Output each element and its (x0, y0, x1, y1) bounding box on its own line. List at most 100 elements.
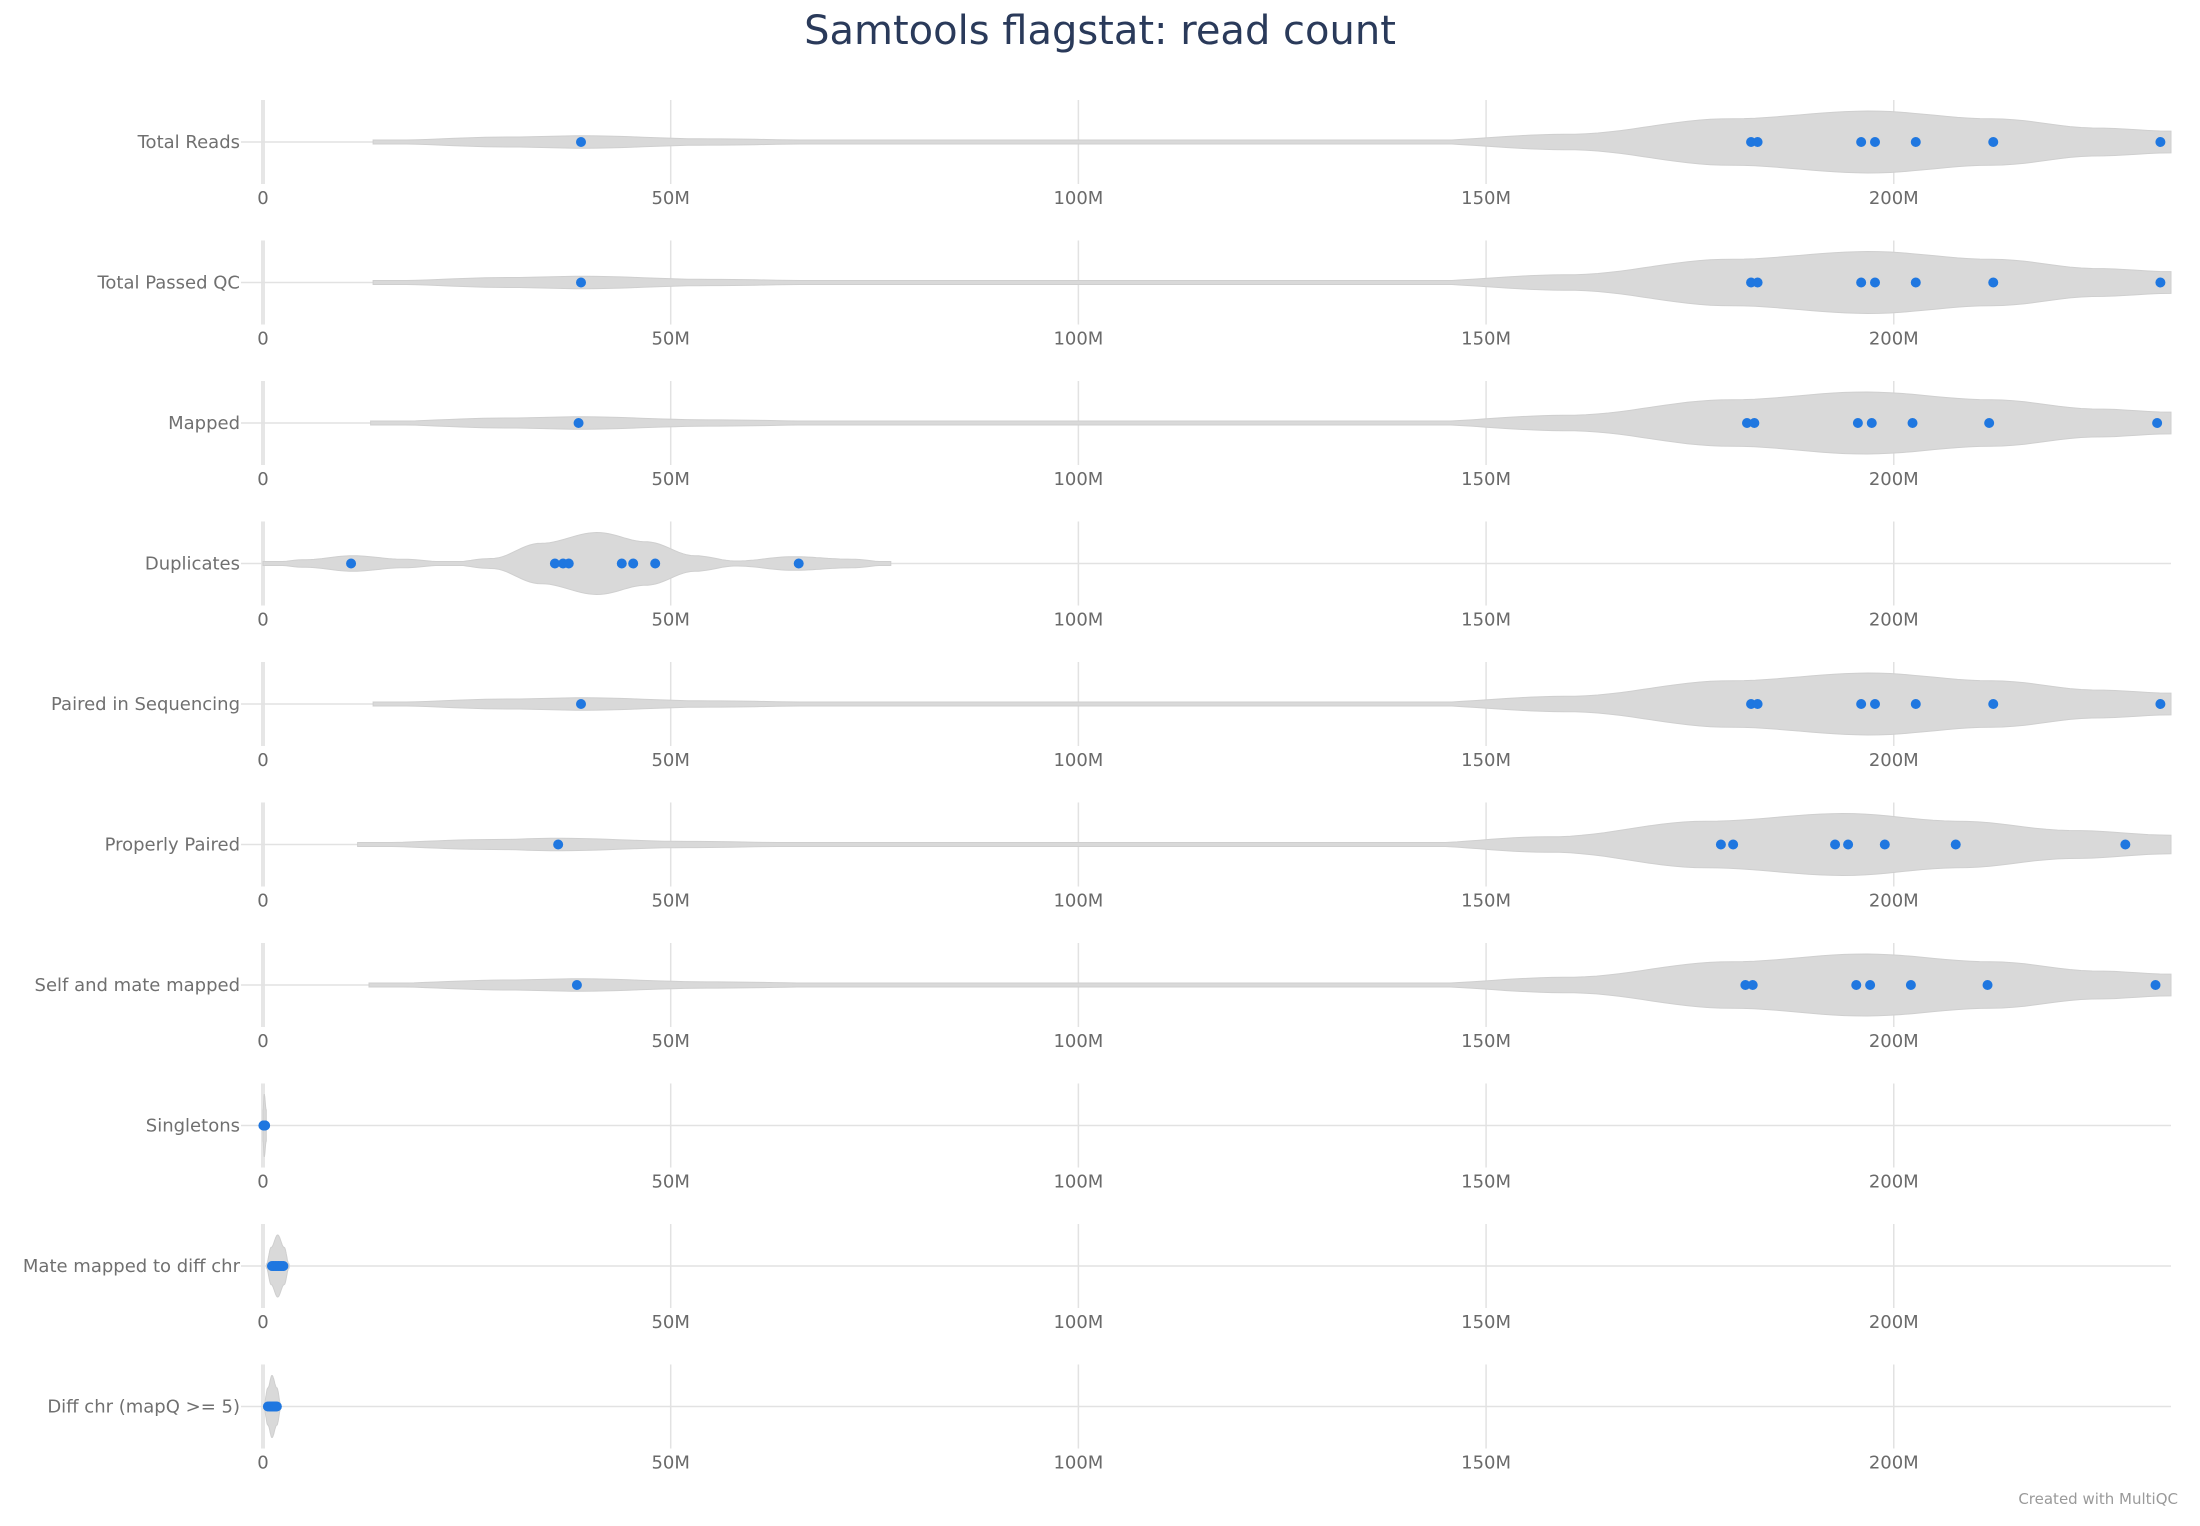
data-point (1865, 980, 1876, 990)
tick-label: 0 (257, 750, 268, 771)
category-label: Mate mapped to diff chr (23, 1256, 241, 1277)
tick-label: 200M (1869, 329, 1919, 350)
tick-label: 150M (1461, 329, 1511, 350)
tick-label: 50M (651, 750, 689, 771)
data-point (1843, 839, 1854, 850)
data-point (1879, 839, 1890, 850)
category-label: Duplicates (145, 554, 240, 575)
data-point (1870, 699, 1881, 709)
tick-label: 200M (1869, 1453, 1919, 1474)
tick-label: 150M (1461, 188, 1511, 209)
data-point (1866, 418, 1877, 428)
tick-label: 100M (1053, 610, 1103, 631)
tick-label: 150M (1461, 610, 1511, 631)
data-point (1742, 418, 1752, 428)
tick-label: 50M (651, 188, 689, 209)
category-label: Diff chr (mapQ >= 5) (47, 1397, 240, 1418)
data-point (1752, 137, 1763, 147)
data-point (2155, 277, 2166, 288)
tick-label: 50M (651, 1031, 689, 1052)
tick-label: 0 (257, 329, 268, 350)
multiqc-credit[interactable]: Created with MultiQC (2018, 1490, 2178, 1508)
tick-label: 0 (257, 610, 268, 631)
data-point (1870, 277, 1881, 288)
data-point (1907, 418, 1918, 428)
data-point (1856, 277, 1867, 288)
violin-shape (372, 110, 2172, 174)
tick-label: 100M (1053, 188, 1103, 209)
category-label: Mapped (168, 413, 240, 434)
tick-label: 200M (1869, 188, 1919, 209)
violin-shape (262, 531, 892, 596)
data-point (576, 137, 586, 147)
data-point (1752, 699, 1763, 709)
tick-label: 150M (1461, 891, 1511, 912)
tick-label: 0 (257, 891, 268, 912)
data-point (1752, 277, 1763, 288)
tick-label: 200M (1869, 610, 1919, 631)
data-point (1740, 980, 1751, 990)
data-point (1856, 137, 1867, 147)
data-point (1747, 980, 1758, 990)
data-point (1988, 137, 1999, 147)
tick-label: 100M (1053, 891, 1103, 912)
data-point (616, 558, 627, 569)
violin-shape (368, 953, 2172, 1017)
data-point (346, 558, 357, 569)
tick-label: 50M (651, 1312, 689, 1333)
tick-label: 0 (257, 469, 268, 490)
data-point (1910, 137, 1921, 147)
tick-label: 200M (1869, 1031, 1919, 1052)
data-point (1984, 418, 1995, 428)
tick-label: 100M (1053, 1031, 1103, 1052)
data-point (576, 277, 586, 288)
tick-label: 150M (1461, 1031, 1511, 1052)
tick-label: 200M (1869, 891, 1919, 912)
data-point (2155, 699, 2166, 709)
data-point (278, 1261, 289, 1271)
tick-label: 200M (1869, 750, 1919, 771)
data-point (1988, 699, 1999, 709)
data-point (2120, 839, 2131, 850)
category-label: Total Reads (137, 132, 240, 153)
tick-label: 50M (651, 1172, 689, 1193)
tick-label: 150M (1461, 1453, 1511, 1474)
data-point (576, 699, 586, 709)
tick-label: 100M (1053, 1453, 1103, 1474)
violin-shape (357, 812, 2172, 877)
category-label: Properly Paired (105, 835, 240, 856)
tick-label: 150M (1461, 469, 1511, 490)
data-point (1852, 418, 1863, 428)
category-label: Singletons (146, 1116, 240, 1137)
data-point (1982, 980, 1993, 990)
data-point (1950, 839, 1961, 850)
tick-label: 150M (1461, 750, 1511, 771)
data-point (553, 839, 564, 850)
tick-label: 150M (1461, 1312, 1511, 1333)
data-point (628, 558, 639, 569)
tick-label: 100M (1053, 1312, 1103, 1333)
violin-shape (372, 250, 2172, 315)
tick-label: 100M (1053, 329, 1103, 350)
data-point (549, 558, 560, 569)
tick-label: 150M (1461, 1172, 1511, 1193)
tick-label: 200M (1869, 1312, 1919, 1333)
category-label: Total Passed QC (96, 273, 240, 294)
data-point (2155, 137, 2166, 147)
data-point (573, 418, 584, 428)
data-point (2150, 980, 2161, 990)
tick-label: 0 (257, 1172, 268, 1193)
tick-label: 0 (257, 188, 268, 209)
data-point (1728, 839, 1739, 850)
category-label: Self and mate mapped (35, 975, 240, 996)
violin-shape (370, 391, 2172, 455)
data-point (793, 558, 804, 569)
tick-label: 0 (257, 1031, 268, 1052)
data-point (1870, 137, 1881, 147)
tick-label: 100M (1053, 750, 1103, 771)
tick-label: 0 (257, 1312, 268, 1333)
violin-shape (372, 672, 2172, 736)
data-point (2152, 418, 2163, 428)
data-point (563, 558, 574, 569)
